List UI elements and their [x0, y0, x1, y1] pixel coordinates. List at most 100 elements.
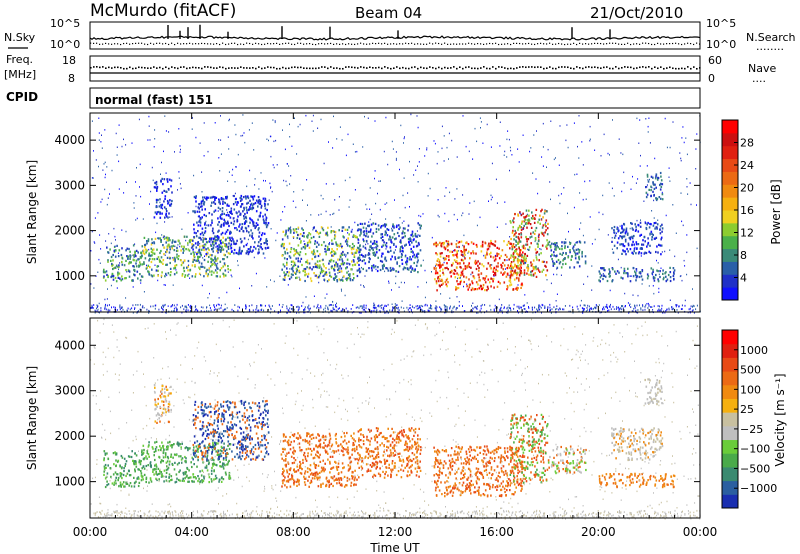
noise-cell	[282, 129, 283, 131]
noise-cell	[542, 165, 544, 167]
echo-cell	[143, 261, 145, 264]
echo-cell	[218, 243, 220, 246]
echo-cell	[639, 225, 642, 228]
echo-cell	[217, 248, 220, 251]
near-range-cell	[420, 304, 422, 307]
noise-cell	[535, 254, 537, 256]
echo-cell	[465, 276, 468, 279]
echo-cell	[350, 268, 352, 271]
nsearch-dot	[525, 43, 527, 45]
noise-cell	[264, 257, 266, 259]
power-cells	[90, 113, 701, 314]
echo-cell	[435, 245, 438, 248]
echo-cell	[333, 265, 336, 268]
echo-cell	[381, 239, 384, 242]
echo-cell	[329, 252, 332, 255]
echo-cell	[118, 249, 121, 252]
nsearch-dot	[399, 43, 401, 45]
nave-dot	[165, 66, 167, 69]
noise-cell	[437, 199, 439, 201]
nave-dot	[507, 67, 509, 70]
near-range-cell	[126, 309, 128, 312]
nsearch-dot	[222, 42, 224, 44]
echo-cell	[198, 210, 201, 213]
echo-cell	[346, 242, 348, 245]
echo-cell	[199, 253, 202, 256]
nave-dot	[129, 66, 131, 69]
echo-cell	[479, 262, 481, 265]
noise-cell	[537, 267, 539, 269]
echo-cell	[145, 251, 147, 254]
echo-cell	[159, 251, 161, 255]
echo-cell	[199, 205, 202, 208]
echo-cell	[363, 234, 365, 237]
nsearch-dot	[264, 43, 266, 45]
near-range-cell	[547, 306, 549, 308]
noise-cell	[417, 234, 419, 236]
echo-cell	[477, 264, 479, 267]
echo-cell	[651, 232, 653, 235]
near-range-cell	[451, 309, 453, 312]
echo-cell	[156, 211, 159, 214]
near-range-cell	[648, 304, 650, 306]
echo-cell	[314, 242, 316, 245]
echo-cell	[294, 271, 296, 274]
echo-cell	[110, 255, 113, 259]
echo-cell	[133, 463, 136, 466]
nave-dot	[132, 67, 134, 70]
noise-cell	[114, 235, 116, 238]
nave-dot	[336, 67, 338, 69]
echo-cell	[518, 233, 520, 236]
echo-cell	[186, 235, 188, 238]
echo-cell	[303, 243, 306, 246]
noise-cell	[602, 213, 604, 216]
echo-cell	[463, 247, 465, 250]
echo-cell	[194, 275, 197, 278]
echo-cell	[176, 246, 178, 249]
nsearch-dot	[183, 43, 185, 45]
near-range-cell	[176, 303, 178, 306]
echo-cell	[246, 211, 248, 214]
near-range-cell	[539, 308, 541, 311]
echo-cell	[564, 241, 567, 244]
near-range-cell	[392, 309, 394, 311]
echo-cell	[157, 237, 160, 240]
echo-cell	[342, 226, 345, 229]
noise-cell	[167, 305, 169, 307]
near-range-cell	[268, 304, 270, 307]
echo-cell	[398, 265, 401, 268]
near-range-cell	[373, 304, 375, 307]
echo-cell	[257, 223, 259, 226]
echo-cell	[669, 271, 672, 274]
echo-cell	[371, 247, 374, 250]
near-range-cell	[127, 307, 129, 310]
echo-cell	[454, 249, 456, 252]
nsearch-dot	[495, 42, 497, 44]
noise-cell	[91, 120, 93, 122]
echo-cell	[304, 244, 307, 248]
echo-cell	[543, 234, 545, 237]
echo-cell	[314, 274, 317, 277]
echo-cell	[238, 253, 240, 256]
echo-cell	[169, 261, 171, 265]
near-range-cell	[612, 305, 614, 308]
echo-cell	[211, 247, 214, 251]
noise-cell	[686, 251, 688, 254]
nave-dot	[213, 67, 215, 69]
echo-cell	[617, 237, 620, 240]
echo-cell	[546, 247, 548, 250]
echo-cell	[537, 269, 540, 272]
near-range-cell	[510, 309, 512, 312]
echo-cell	[445, 283, 448, 286]
echo-cell	[648, 188, 650, 191]
echo-cell	[417, 259, 419, 262]
echo-cell	[335, 275, 338, 278]
near-range-cell	[393, 307, 395, 309]
near-range-cell	[105, 308, 107, 311]
echo-cell	[444, 280, 447, 284]
echo-cell	[231, 250, 233, 253]
echo-cell	[148, 252, 150, 255]
noise-cell	[366, 208, 368, 210]
echo-cell	[420, 264, 422, 267]
echo-cell	[159, 260, 161, 263]
